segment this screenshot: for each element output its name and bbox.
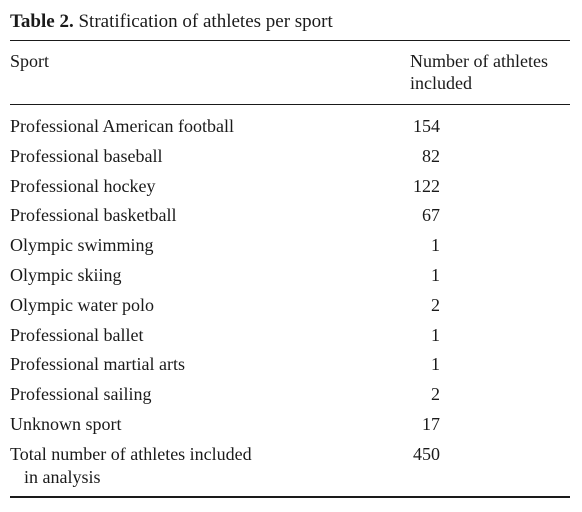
sport-cell: Olympic skiing: [10, 264, 122, 285]
number-cell: 1: [431, 354, 440, 375]
table-row: Unknown sport 17: [0, 413, 582, 443]
total-label: Total number of athletes included in ana…: [10, 443, 310, 489]
sport-cell: Olympic water polo: [10, 294, 154, 315]
table-row: Olympic swimming 1: [0, 234, 582, 264]
table-row: Olympic water polo 2: [0, 294, 582, 324]
table-top-rule: [10, 40, 570, 41]
sport-cell: Professional basketball: [10, 205, 177, 226]
table-row: Olympic skiing 1: [0, 264, 582, 294]
number-cell: 17: [422, 413, 440, 434]
table-label: Table 2.: [10, 11, 74, 32]
column-header-sport: Sport: [10, 51, 50, 71]
sport-cell: Professional baseball: [10, 145, 163, 166]
total-number: 450: [413, 444, 440, 464]
total-label-line2: in analysis: [24, 467, 101, 487]
table-row: Professional martial arts 1: [0, 353, 582, 383]
sport-cell: Professional American football: [10, 116, 234, 136]
table-title: Stratification of athletes per sport: [78, 11, 333, 32]
number-cell: 67: [422, 205, 440, 226]
sport-cell: Professional hockey: [10, 175, 156, 196]
sport-cell: Professional martial arts: [10, 354, 185, 375]
table-row: Professional sailing 2: [0, 383, 582, 413]
table-header-rule: [10, 104, 570, 105]
column-header-number: Number of athletes included: [410, 51, 548, 93]
number-cell: 2: [431, 294, 440, 315]
sport-cell: Unknown sport: [10, 413, 122, 434]
table-bottom-rule: [10, 496, 570, 498]
table-row: Professional basketball 67: [0, 204, 582, 234]
sport-cell: Professional sailing: [10, 384, 152, 405]
number-cell: 2: [431, 384, 440, 405]
total-label-line1: Total number of athletes included: [10, 444, 252, 464]
number-cell: 1: [431, 324, 440, 345]
number-cell: 154: [413, 116, 440, 136]
sport-cell: Olympic swimming: [10, 235, 154, 256]
number-cell: 82: [422, 145, 440, 166]
table-body: Professional American football 154 Profe…: [0, 115, 582, 443]
table-row: Professional hockey 122: [0, 175, 582, 205]
table-row: Professional ballet 1: [0, 324, 582, 354]
number-cell: 122: [413, 175, 440, 196]
number-cell: 1: [431, 235, 440, 256]
table-row: Professional baseball 82: [0, 145, 582, 175]
table-caption: Table 2. Stratification of athletes per …: [10, 10, 333, 34]
sport-cell: Professional ballet: [10, 324, 144, 345]
number-cell: 1: [431, 264, 440, 285]
table-row: Professional American football 154: [0, 115, 582, 145]
